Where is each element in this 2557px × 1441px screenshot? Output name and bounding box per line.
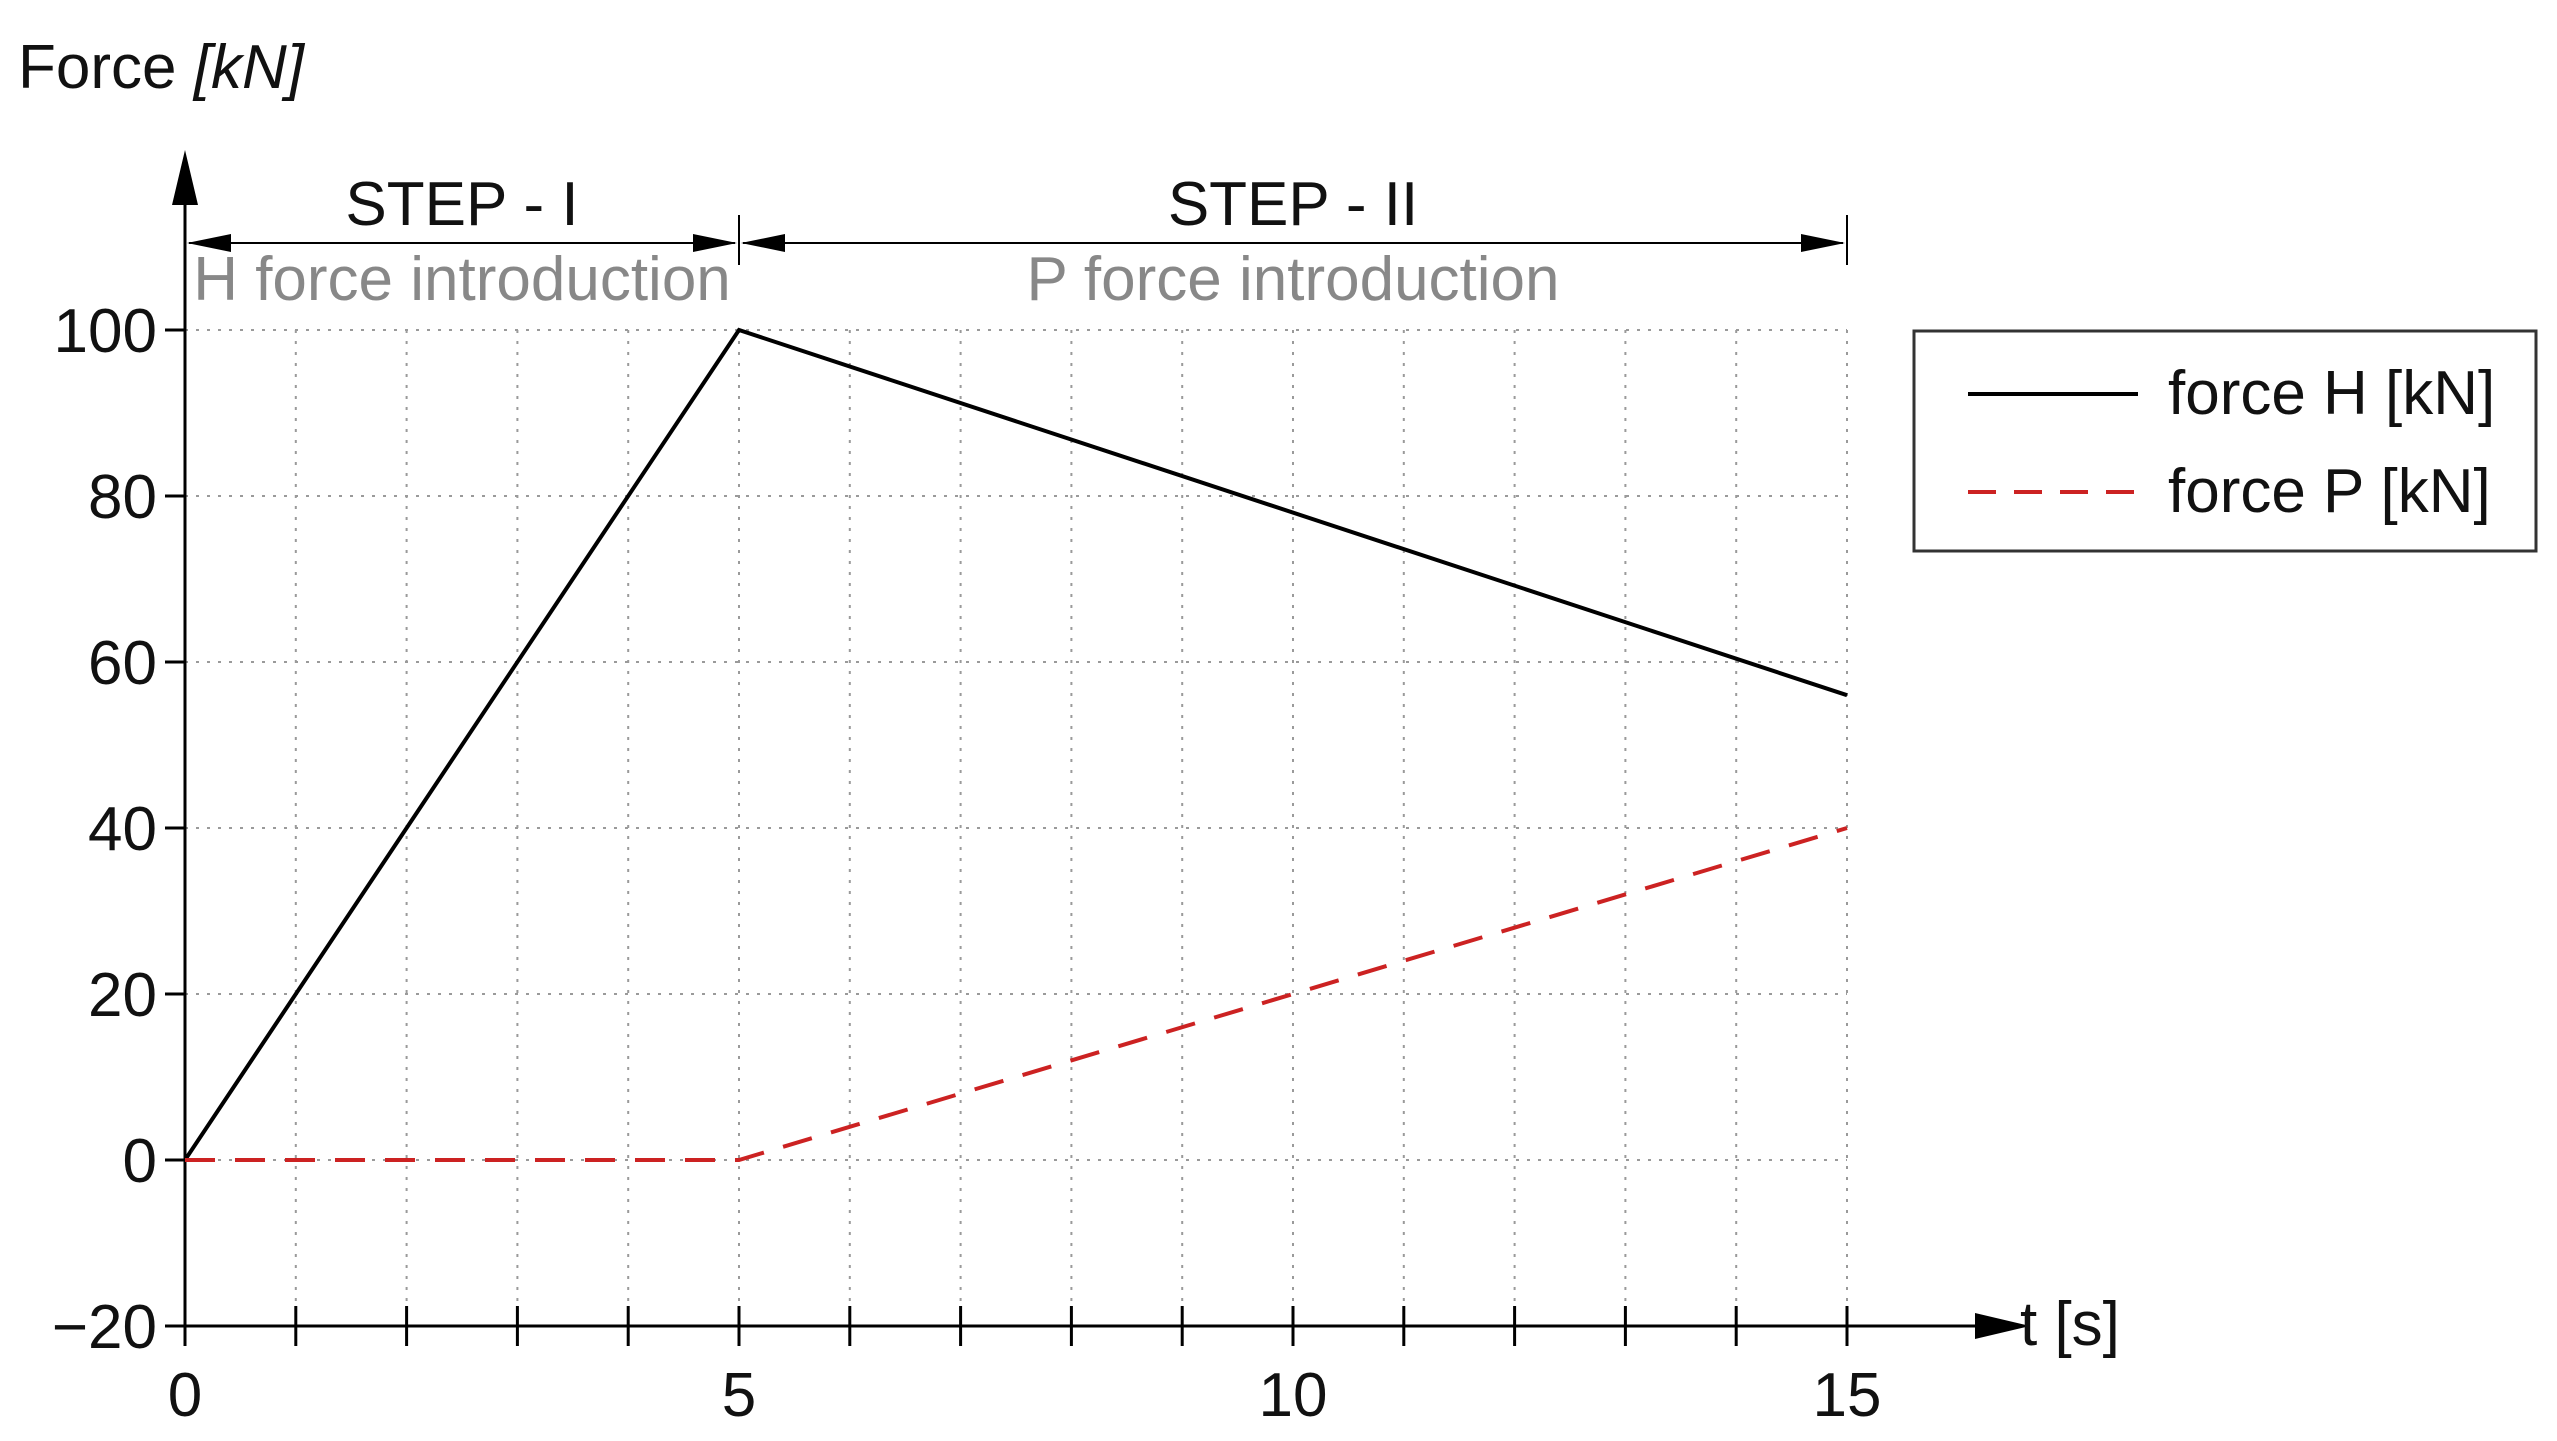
y-tick-label: −20 bbox=[52, 1293, 157, 1362]
legend-label-force-h: force H [kN] bbox=[2168, 359, 2495, 428]
step-arrow-right bbox=[693, 234, 737, 252]
x-axis-arrow bbox=[1975, 1313, 2030, 1339]
series-line-force-p bbox=[185, 826, 1848, 1162]
series bbox=[183, 327, 1848, 1162]
step-arrow-right bbox=[1801, 234, 1845, 252]
legend: force H [kN] force P [kN] bbox=[1912, 329, 2538, 553]
legend-label-force-p: force P [kN] bbox=[2168, 457, 2491, 526]
y-tick-label: 60 bbox=[88, 629, 157, 698]
step-label: STEP - I bbox=[345, 170, 578, 239]
y-axis-label: Force [kN] bbox=[18, 33, 306, 102]
series-line-force-h bbox=[183, 327, 1848, 1162]
x-tick-label: 10 bbox=[1259, 1361, 1328, 1430]
step-arrow-left bbox=[187, 234, 231, 252]
y-tick-label: 20 bbox=[88, 961, 157, 1030]
step-description: H force introduction bbox=[193, 245, 731, 314]
y-tick-label: 80 bbox=[88, 463, 157, 532]
y-axis-label-unit: [kN] bbox=[192, 33, 306, 102]
x-tick-label: 15 bbox=[1813, 1361, 1882, 1430]
step-annotations: STEP - IH force introduction STEP - IIP f… bbox=[187, 170, 1848, 314]
y-tick-label: 0 bbox=[123, 1127, 157, 1196]
y-axis-label-main: Force bbox=[18, 33, 176, 102]
axes bbox=[165, 150, 2030, 1346]
y-axis-arrow bbox=[172, 150, 198, 205]
step-label: STEP - II bbox=[1168, 170, 1418, 239]
step-arrow-left bbox=[741, 234, 785, 252]
y-tick-label: 40 bbox=[88, 795, 157, 864]
x-tick-label: 0 bbox=[168, 1361, 202, 1430]
step-description: P force introduction bbox=[1026, 245, 1559, 314]
x-axis-label: t [s] bbox=[2020, 1290, 2120, 1359]
x-tick-label: 5 bbox=[722, 1361, 756, 1430]
y-tick-label: 100 bbox=[54, 297, 157, 366]
grid bbox=[185, 329, 1848, 1326]
legend-box bbox=[1912, 329, 2538, 553]
